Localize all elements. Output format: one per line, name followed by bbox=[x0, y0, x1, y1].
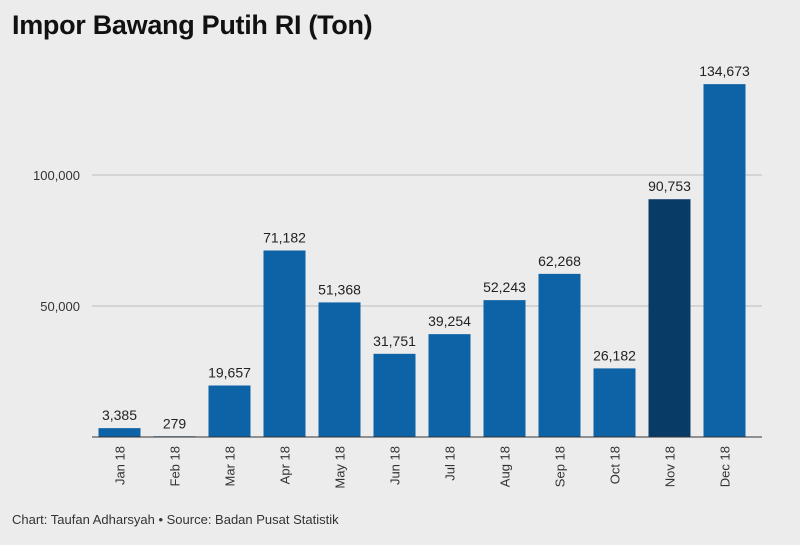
bar bbox=[98, 428, 141, 437]
y-axis-ticks: 50,000 100,000 bbox=[33, 168, 80, 314]
x-tick-label: Nov 18 bbox=[663, 446, 678, 487]
value-labels: 3,385 279 19,657 71,182 51,368 31,751 39,254 52… bbox=[102, 63, 750, 431]
bar bbox=[593, 368, 636, 437]
chart-title: Impor Bawang Putih RI (Ton) bbox=[12, 10, 373, 40]
bars bbox=[98, 84, 746, 437]
x-tick-label: Jun 18 bbox=[388, 446, 403, 485]
x-tick-label: Jan 18 bbox=[113, 446, 128, 485]
x-tick-label: Jul 18 bbox=[443, 446, 458, 481]
bar bbox=[703, 84, 746, 437]
data-label: 62,268 bbox=[538, 253, 581, 269]
x-tick-label: Apr 18 bbox=[278, 446, 293, 484]
data-label: 279 bbox=[163, 415, 187, 431]
y-tick-label: 50,000 bbox=[40, 299, 80, 314]
data-label: 3,385 bbox=[102, 407, 137, 423]
bar bbox=[538, 273, 581, 437]
y-tick-label: 100,000 bbox=[33, 168, 80, 183]
bar bbox=[648, 199, 691, 437]
data-label: 134,673 bbox=[699, 63, 750, 79]
x-tick-label: Feb 18 bbox=[168, 446, 183, 486]
data-label: 19,657 bbox=[208, 364, 251, 380]
bar bbox=[318, 302, 361, 437]
bar bbox=[483, 300, 526, 437]
data-label: 52,243 bbox=[483, 279, 526, 295]
data-label: 71,182 bbox=[263, 230, 306, 246]
bar bbox=[428, 334, 471, 437]
x-tick-label: Dec 18 bbox=[718, 446, 733, 487]
x-tick-label: Oct 18 bbox=[608, 446, 623, 484]
data-label: 26,182 bbox=[593, 347, 636, 363]
bar bbox=[373, 353, 416, 437]
chart-source: Chart: Taufan Adharsyah • Source: Badan … bbox=[12, 512, 339, 527]
x-tick-label: Aug 18 bbox=[498, 446, 513, 487]
data-label: 90,753 bbox=[648, 178, 691, 194]
data-label: 51,368 bbox=[318, 281, 361, 297]
x-axis-labels: Jan 18 Feb 18 Mar 18 Apr 18 May 18 Jun 18 Jul … bbox=[113, 446, 733, 489]
x-tick-label: May 18 bbox=[333, 446, 348, 489]
x-tick-label: Mar 18 bbox=[223, 446, 238, 486]
data-label: 31,751 bbox=[373, 333, 416, 349]
data-label: 39,254 bbox=[428, 313, 471, 329]
bar bbox=[208, 385, 251, 437]
x-tick-label: Sep 18 bbox=[553, 446, 568, 487]
bar bbox=[263, 250, 306, 437]
